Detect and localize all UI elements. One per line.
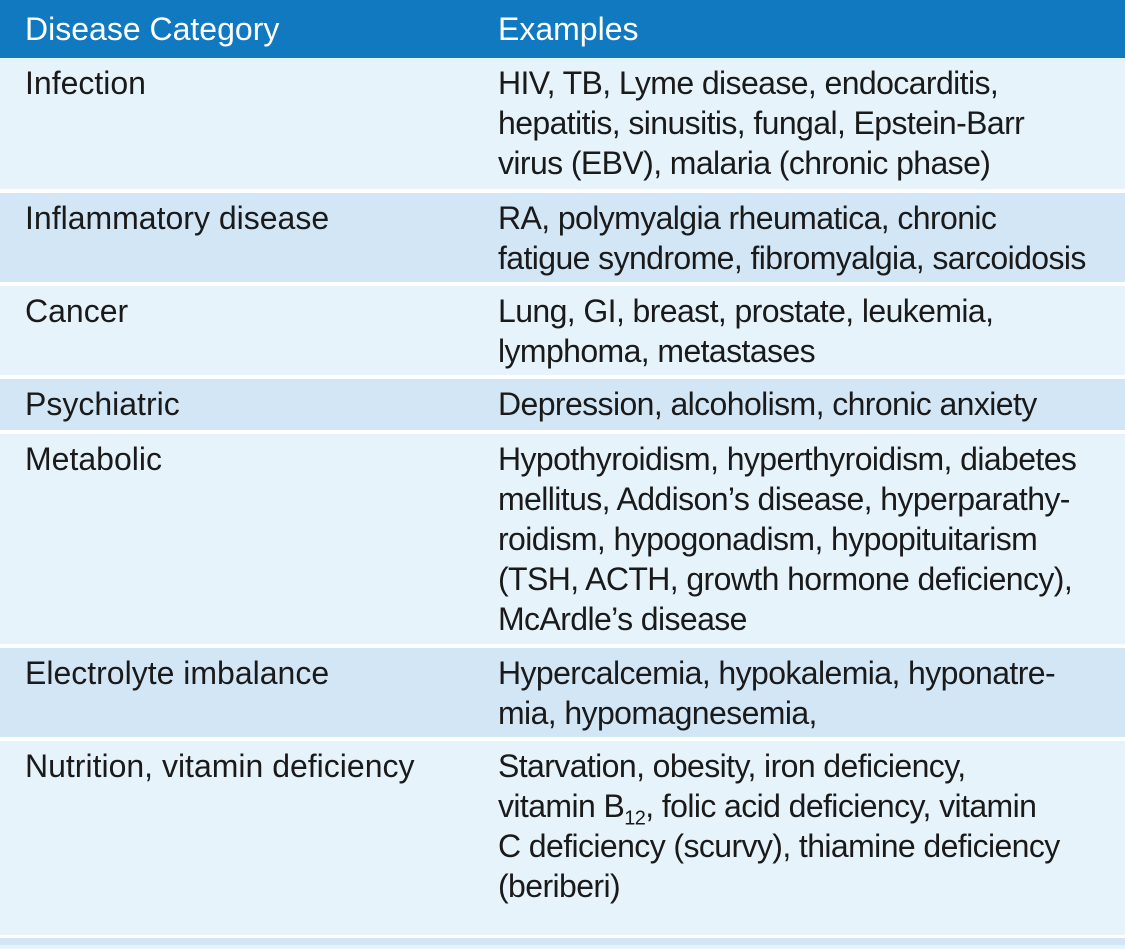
- examples-cell: HIV, TB, Lyme disease, endocarditis, hepa…: [498, 58, 1118, 189]
- example-line: Lung, GI, breast, prostate, leukemia,: [498, 293, 994, 329]
- examples-cell: Lung, GI, breast, prostate, leukemia, lym…: [498, 286, 1118, 375]
- example-line-text: , folic acid deficiency, vitamin: [645, 788, 1037, 824]
- example-line-text: vitamin B: [498, 788, 625, 824]
- header-examples: Examples: [498, 10, 639, 47]
- table-body: Infection HIV, TB, Lyme disease, endocard…: [0, 58, 1125, 949]
- table-header: Disease Category Examples: [0, 0, 1125, 58]
- table-row: Electrolyte imbalance Hypercalcemia, hypo…: [0, 644, 1125, 737]
- examples-cell: RA, polymyalgia rheumatica, chronic fatig…: [498, 193, 1118, 282]
- example-line: fatigue syndrome, fibromyalgia, sarcoido…: [498, 240, 1086, 276]
- table-row: Psychiatric Depression, alcoholism, chron…: [0, 375, 1125, 430]
- example-line: Hypothyroidism, hyperthyroidism, diabete…: [498, 441, 1077, 477]
- disease-category-cell: Psychiatric: [25, 386, 180, 422]
- table-row: Inflammatory disease RA, polymyalgia rheu…: [0, 189, 1125, 282]
- example-line: mellitus, Addison’s disease, hyperparath…: [498, 481, 1070, 517]
- examples-cell: Starvation, obesity, iron deficiency, vit…: [498, 741, 1118, 949]
- table-row: Metabolic Hypothyroidism, hyperthyroidism…: [0, 430, 1125, 644]
- example-line: vitamin B12, folic acid deficiency, vita…: [498, 786, 1118, 830]
- disease-category-cell: Electrolyte imbalance: [25, 655, 330, 691]
- example-line: Starvation, obesity, iron deficiency,: [498, 746, 1118, 786]
- example-line: C deficiency (scurvy), thiamine deficien…: [498, 826, 1118, 866]
- disease-category-cell: Metabolic: [25, 441, 162, 477]
- example-line: Hypercalcemia, hypokalemia, hyponatre-: [498, 655, 1056, 691]
- disease-category-cell: Inflammatory disease: [25, 200, 330, 236]
- example-line: hepatitis, sinusitis, fungal, Epstein-Ba…: [498, 105, 1025, 141]
- examples-cell: Hypothyroidism, hyperthyroidism, diabete…: [498, 434, 1118, 644]
- example-line: virus (EBV), malaria (chronic phase): [498, 145, 991, 181]
- table-row: Infection HIV, TB, Lyme disease, endocard…: [0, 58, 1125, 189]
- example-line: HIV, TB, Lyme disease, endocarditis,: [498, 65, 999, 101]
- table-row: Nutrition, vitamin deficiency Starvation,…: [0, 737, 1125, 949]
- subscript-text: 12: [624, 807, 646, 830]
- examples-cell: Hypercalcemia, hypokalemia, hyponatre-mi…: [498, 648, 1118, 737]
- disease-category-cell: Cancer: [25, 293, 129, 329]
- example-line: Depression, alcoholism, chronic anxiety: [498, 386, 1037, 422]
- example-line-text: C deficiency (scurvy), thiamine deficien…: [498, 828, 1060, 864]
- table-row: Cancer Lung, GI, breast, prostate, leukem…: [0, 282, 1125, 375]
- example-line: lymphoma, metastases: [498, 333, 816, 369]
- examples-cell: Depression, alcoholism, chronic anxiety: [498, 379, 1118, 430]
- example-line: RA, polymyalgia rheumatica, chronic: [498, 200, 997, 236]
- disease-category-cell: Nutrition, vitamin deficiency: [25, 748, 415, 784]
- example-line-text: (beriberi): [498, 868, 621, 904]
- example-line: roidism, hypogonadism, hypopituitarism: [498, 521, 1038, 557]
- disease-category-cell: Infection: [25, 65, 146, 101]
- example-line-text: Starvation, obesity, iron deficiency,: [498, 748, 966, 784]
- example-line: McArdle’s disease: [498, 601, 747, 637]
- example-line: (beriberi): [498, 866, 1118, 906]
- example-line: (TSH, ACTH, growth hormone deficiency),: [498, 561, 1073, 597]
- header-disease-category: Disease Category: [25, 10, 280, 47]
- table-bottom-strip: [0, 935, 1125, 945]
- example-line: mia, hypomagnesemia,: [498, 695, 817, 731]
